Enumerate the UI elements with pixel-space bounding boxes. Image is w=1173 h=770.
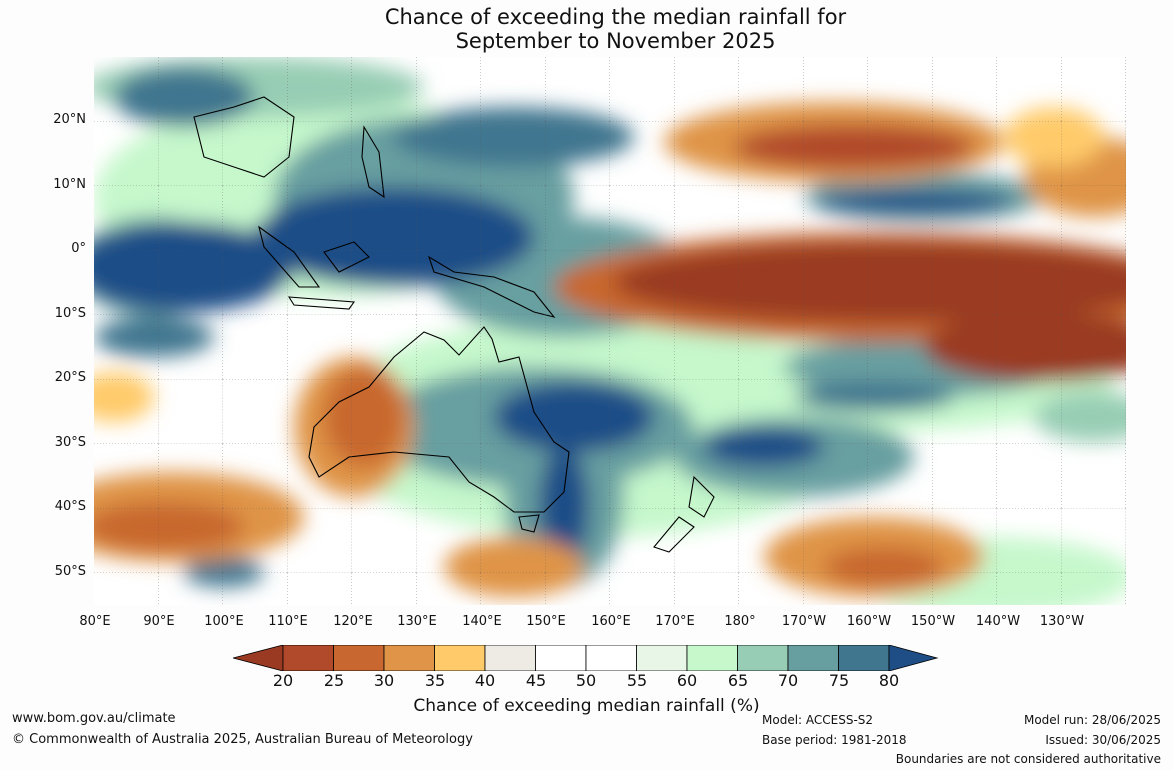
colorbar-cell	[737, 645, 789, 671]
lon-label: 90°E	[143, 614, 175, 629]
model-name: Model: ACCESS-S2	[762, 713, 874, 727]
lon-label: 140°E	[462, 614, 502, 629]
colorbar-cell	[282, 645, 334, 671]
lon-label: 110°E	[268, 614, 308, 629]
lon-label: 140°W	[975, 614, 1021, 629]
copyright: © Commonwealth of Australia 2025, Austra…	[12, 732, 473, 747]
model-run: Model run: 28/06/2025	[1023, 713, 1161, 727]
colorbar-tick: 45	[525, 671, 547, 690]
lon-label: 180°	[724, 614, 756, 629]
base-period: Base period: 1981-2018	[762, 733, 907, 747]
colorbar-tick: 30	[373, 671, 395, 690]
colorbar-arrow-high	[888, 645, 939, 671]
colorbar-tick: 70	[777, 671, 799, 690]
lat-label: 20°S	[54, 370, 86, 385]
colorbar-title: Chance of exceeding median rainfall (%)	[413, 696, 760, 716]
lat-label: 30°S	[54, 435, 86, 450]
colorbar-cell	[383, 645, 435, 671]
lat-label: 50°S	[54, 564, 86, 579]
colorbar-tick: 55	[626, 671, 648, 690]
colorbar-cell	[686, 645, 738, 671]
colorbar-tick: 75	[828, 671, 850, 690]
colorbar-tick: 50	[575, 671, 597, 690]
colorbar-cell	[787, 645, 839, 671]
lon-label: 100°E	[204, 614, 244, 629]
map-title-line2: September to November 2025	[455, 29, 776, 53]
rainfall-probability-map	[94, 57, 1126, 605]
lon-label: 150°W	[910, 614, 956, 629]
issued-date: Issued: 30/06/2025	[1045, 733, 1161, 747]
lat-label: 10°S	[54, 306, 86, 321]
lon-label: 120°E	[333, 614, 373, 629]
colorbar-tick: 80	[878, 671, 900, 690]
colorbar	[233, 645, 939, 671]
colorbar-tick: 65	[727, 671, 749, 690]
colorbar-cell	[484, 645, 536, 671]
lat-label: 40°S	[54, 499, 86, 514]
website-url: www.bom.gov.au/climate	[12, 711, 176, 726]
boundary-disclaimer: Boundaries are not considered authoritat…	[895, 752, 1161, 766]
colorbar-tick: 35	[424, 671, 446, 690]
colorbar-arrow-low	[233, 645, 284, 671]
colorbar-cell	[434, 645, 486, 671]
colorbar-cell	[333, 645, 385, 671]
colorbar-tick: 60	[676, 671, 698, 690]
colorbar-tick: 20	[272, 671, 294, 690]
lon-label: 170°E	[655, 614, 695, 629]
map-title-line1: Chance of exceeding the median rainfall …	[384, 5, 847, 29]
lon-label: 160°W	[846, 614, 892, 629]
lat-label: 0°	[71, 241, 86, 256]
lon-label: 150°E	[526, 614, 566, 629]
lon-label: 80°E	[79, 614, 111, 629]
colorbar-cell	[636, 645, 688, 671]
lon-label: 160°E	[591, 614, 631, 629]
lon-label: 130°E	[397, 614, 437, 629]
lat-label: 10°N	[53, 177, 86, 192]
colorbar-cell	[585, 645, 637, 671]
colorbar-cell	[838, 645, 890, 671]
colorbar-cell	[535, 645, 587, 671]
lat-label: 20°N	[53, 112, 86, 127]
lon-label: 170°W	[781, 614, 827, 629]
lon-label: 130°W	[1039, 614, 1085, 629]
colorbar-tick: 25	[323, 671, 345, 690]
colorbar-tick: 40	[474, 671, 496, 690]
